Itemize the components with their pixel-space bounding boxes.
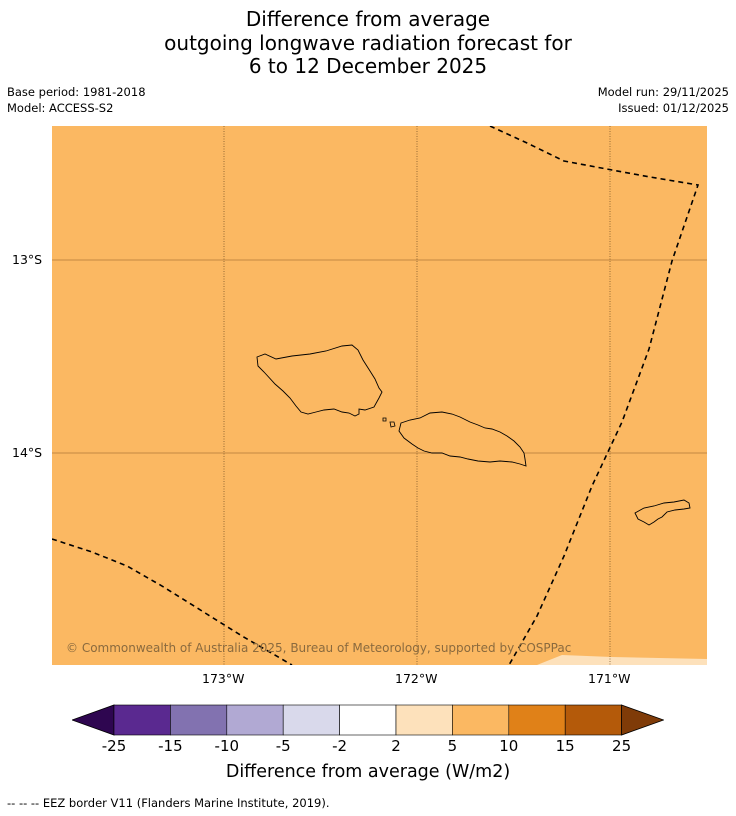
colorbar-segment	[395, 704, 453, 736]
colorbar-segment	[226, 704, 284, 736]
model-name: Model: ACCESS-S2	[7, 101, 114, 115]
manono-islet	[389, 421, 396, 428]
lon-label-173w: 173°W	[202, 671, 245, 686]
forecast-map	[52, 126, 707, 665]
colorbar-tick-label: 15	[555, 737, 575, 755]
meta-left: Base period: 1981-2018 Model: ACCESS-S2	[7, 84, 146, 116]
colorbar-segment	[564, 704, 622, 736]
colorbar-tick-label: -15	[158, 737, 183, 755]
title-line-3: 6 to 12 December 2025	[248, 54, 488, 78]
title-line-1: Difference from average	[245, 7, 491, 31]
colorbar-tick-label: -2	[332, 737, 348, 755]
base-period: Base period: 1981-2018	[7, 85, 146, 99]
colorbar-tick-label: 5	[447, 737, 458, 755]
colorbar-label: Difference from average (W/m2)	[225, 762, 511, 782]
eez-border-east	[489, 126, 700, 665]
eez-footnote: -- -- -- EEZ border V11 (Flanders Marine…	[7, 796, 330, 810]
lon-label-171w: 171°W	[588, 671, 631, 686]
light-anomaly-band	[537, 655, 707, 665]
colorbar-tick-label: 25	[612, 737, 632, 755]
lat-label-14s: 14°S	[12, 445, 43, 460]
model-run: Model run: 29/11/2025	[597, 85, 729, 99]
tutuila-island	[634, 499, 691, 526]
colorbar-segment	[452, 704, 510, 736]
lon-label-172w: 172°W	[395, 671, 438, 686]
colorbar-segment	[170, 704, 228, 736]
eez-border-southwest	[52, 538, 293, 665]
colorbar	[72, 704, 664, 736]
colorbar-extend-high	[621, 704, 664, 736]
colorbar-segment	[113, 704, 171, 736]
apolima-islet	[382, 417, 387, 422]
copyright-notice: © Commonwealth of Australia 2025, Bureau…	[66, 641, 572, 655]
issued-date: Issued: 01/12/2025	[618, 101, 729, 115]
colorbar-tick-label: -10	[214, 737, 240, 755]
colorbar-tick-label: -25	[101, 737, 127, 755]
upolu-island	[398, 411, 527, 467]
title-line-2: outgoing longwave radiation forecast for	[164, 30, 572, 55]
savaii-island	[256, 344, 383, 417]
meta-right: Model run: 29/11/2025 Issued: 01/12/2025	[598, 84, 729, 116]
colorbar-tick-label: 10	[499, 737, 519, 755]
chart-title: Difference from average outgoing longwav…	[0, 7, 736, 79]
colorbar-tick-label: -5	[275, 737, 291, 755]
lat-label-13s: 13°S	[12, 252, 43, 267]
colorbar-segment	[282, 704, 340, 736]
colorbar-segment	[339, 704, 397, 736]
colorbar-extend-low	[72, 704, 115, 736]
colorbar-tick-label: 2	[391, 737, 401, 755]
colorbar-segment	[508, 704, 566, 736]
